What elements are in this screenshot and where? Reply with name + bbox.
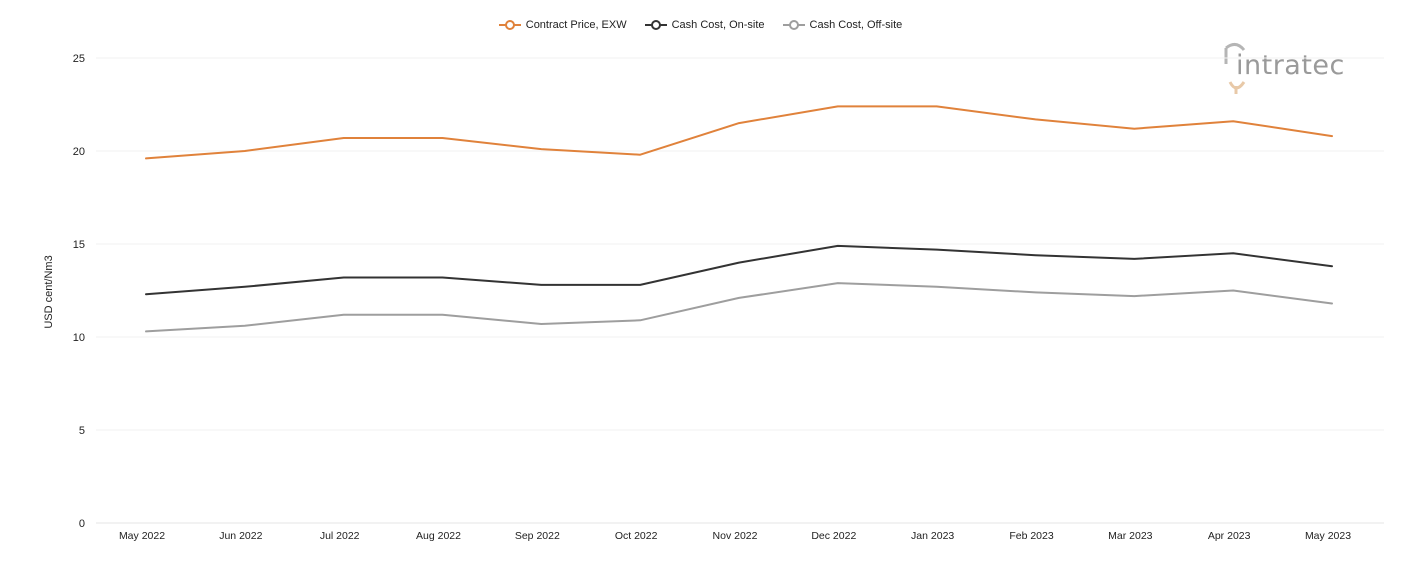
y-axis: 0 5 10 15 20 25 (73, 53, 85, 530)
legend-swatch-contract-price (498, 20, 521, 30)
x-tick-label: Sep 2022 (515, 530, 560, 542)
data-point-contract-price-exw[interactable] (637, 152, 643, 158)
series-layer (143, 103, 1335, 334)
intratec-logo: intratec (1222, 42, 1372, 98)
legend-label-contract-price: Contract Price, EXW (525, 19, 627, 31)
x-axis: May 2022 Jun 2022 Jul 2022 Aug 2022 Sep 2022… (119, 530, 1351, 542)
x-tick-label: Jan 2023 (911, 530, 954, 542)
data-point-cash-cost-off-site[interactable] (934, 284, 940, 290)
intratec-logo-text: intratec (1236, 50, 1345, 81)
data-point-contract-price-exw[interactable] (1329, 133, 1335, 139)
x-tick-label: May 2023 (1305, 530, 1351, 542)
data-point-cash-cost-on-site[interactable] (143, 291, 149, 297)
data-point-cash-cost-off-site[interactable] (835, 280, 841, 286)
data-point-cash-cost-on-site[interactable] (736, 260, 742, 266)
data-point-cash-cost-on-site[interactable] (835, 243, 841, 249)
data-point-contract-price-exw[interactable] (934, 103, 940, 109)
grid-layer (96, 57, 1384, 524)
data-point-cash-cost-on-site[interactable] (637, 282, 643, 288)
x-tick-label: Nov 2022 (713, 530, 758, 542)
legend-swatch-cash-cost-on-site (644, 20, 667, 30)
data-point-cash-cost-on-site[interactable] (341, 274, 347, 280)
x-tick-label: May 2022 (119, 530, 165, 542)
data-point-contract-price-exw[interactable] (1230, 118, 1236, 124)
data-point-cash-cost-off-site[interactable] (1131, 293, 1137, 299)
x-tick-label: Oct 2022 (615, 530, 658, 542)
data-point-contract-price-exw[interactable] (242, 148, 248, 154)
data-point-cash-cost-off-site[interactable] (143, 328, 149, 334)
legend-item-cash-cost-off-site[interactable]: Cash Cost, Off-site (782, 19, 903, 31)
series-line-cash-cost-on-site[interactable] (145, 244, 1333, 296)
data-point-cash-cost-off-site[interactable] (637, 317, 643, 323)
data-point-cash-cost-off-site[interactable] (538, 321, 544, 327)
data-point-contract-price-exw[interactable] (341, 135, 347, 141)
y-tick-label: 10 (73, 332, 85, 344)
data-point-contract-price-exw[interactable] (538, 146, 544, 152)
series-line-contract-price-exw[interactable] (145, 105, 1333, 160)
data-point-contract-price-exw[interactable] (1033, 116, 1039, 122)
data-point-cash-cost-off-site[interactable] (341, 312, 347, 318)
x-tick-label: Apr 2023 (1208, 530, 1251, 542)
data-point-contract-price-exw[interactable] (736, 120, 742, 126)
legend: Contract Price, EXW Cash Cost, On-site C… (0, 15, 1401, 35)
y-tick-label: 20 (73, 146, 85, 158)
data-point-contract-price-exw[interactable] (835, 103, 841, 109)
data-point-cash-cost-off-site[interactable] (1230, 288, 1236, 294)
x-tick-label: Jun 2022 (219, 530, 262, 542)
legend-label-cash-cost-off-site: Cash Cost, Off-site (809, 19, 903, 31)
intratec-logo-mark (1224, 43, 1246, 94)
data-point-cash-cost-on-site[interactable] (538, 282, 544, 288)
data-point-contract-price-exw[interactable] (143, 155, 149, 161)
data-point-cash-cost-on-site[interactable] (1329, 263, 1335, 269)
data-point-cash-cost-on-site[interactable] (1033, 252, 1039, 258)
data-point-cash-cost-on-site[interactable] (440, 274, 446, 280)
data-point-cash-cost-on-site[interactable] (934, 247, 940, 253)
x-tick-label: Dec 2022 (811, 530, 856, 542)
data-point-contract-price-exw[interactable] (440, 135, 446, 141)
data-point-contract-price-exw[interactable] (1131, 126, 1137, 132)
series-line-cash-cost-off-site[interactable] (145, 282, 1333, 333)
y-tick-label: 0 (79, 518, 85, 530)
x-tick-label: Jul 2022 (320, 530, 360, 542)
y-tick-label: 15 (73, 239, 85, 251)
y-axis-label: USD cent/Nm3 (43, 255, 55, 328)
legend-item-cash-cost-on-site[interactable]: Cash Cost, On-site (644, 19, 765, 31)
data-point-cash-cost-on-site[interactable] (1230, 250, 1236, 256)
data-point-cash-cost-off-site[interactable] (440, 312, 446, 318)
data-point-cash-cost-on-site[interactable] (1131, 256, 1137, 262)
data-point-cash-cost-off-site[interactable] (1033, 289, 1039, 295)
x-tick-label: Mar 2023 (1108, 530, 1153, 542)
legend-swatch-cash-cost-off-site (782, 20, 805, 30)
y-tick-label: 5 (79, 425, 85, 437)
legend-label-cash-cost-on-site: Cash Cost, On-site (671, 19, 765, 31)
data-point-cash-cost-off-site[interactable] (736, 295, 742, 301)
legend-item-contract-price[interactable]: Contract Price, EXW (498, 19, 627, 31)
data-point-cash-cost-off-site[interactable] (1329, 301, 1335, 307)
data-point-cash-cost-on-site[interactable] (242, 284, 248, 290)
x-tick-label: Feb 2023 (1009, 530, 1054, 542)
data-point-cash-cost-off-site[interactable] (242, 323, 248, 329)
y-tick-label: 25 (73, 53, 85, 65)
x-tick-label: Aug 2022 (416, 530, 461, 542)
